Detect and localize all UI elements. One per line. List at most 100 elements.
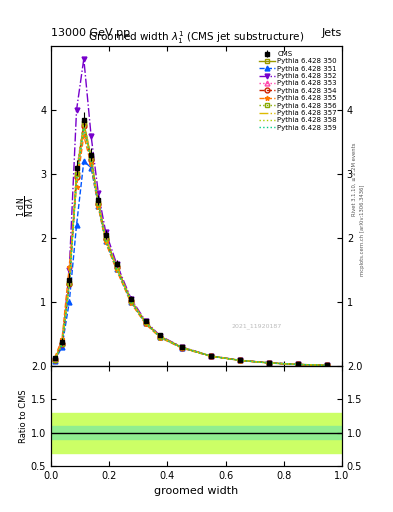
Pythia 6.428 359	[267, 360, 272, 366]
Pythia 6.428 357	[81, 123, 86, 129]
Pythia 6.428 358	[267, 360, 272, 366]
Pythia 6.428 350	[60, 340, 64, 347]
Pythia 6.428 356	[67, 280, 72, 286]
Pythia 6.428 350	[143, 319, 148, 326]
Pythia 6.428 354	[74, 174, 79, 180]
Pythia 6.428 351	[103, 238, 108, 244]
Pythia 6.428 356	[180, 345, 184, 351]
Pythia 6.428 352	[60, 342, 64, 348]
Text: 2021_11920187: 2021_11920187	[231, 324, 282, 329]
Pythia 6.428 351	[143, 320, 148, 326]
Pythia 6.428 354	[296, 361, 301, 368]
Pythia 6.428 353	[74, 168, 79, 174]
Pythia 6.428 359	[103, 238, 108, 244]
Pythia 6.428 354	[89, 157, 94, 163]
Pythia 6.428 359	[129, 299, 134, 305]
Pythia 6.428 354	[143, 319, 148, 326]
Pythia 6.428 358	[209, 353, 213, 359]
Pythia 6.428 359	[325, 362, 330, 369]
Pythia 6.428 351	[325, 362, 330, 369]
Pythia 6.428 353	[143, 319, 148, 325]
Pythia 6.428 356	[158, 333, 163, 339]
Pythia 6.428 356	[103, 235, 108, 241]
Pythia 6.428 355	[158, 335, 163, 341]
Pythia 6.428 355	[209, 353, 213, 359]
Pythia 6.428 354	[103, 236, 108, 242]
Pythia 6.428 351	[52, 358, 57, 364]
Pythia 6.428 353	[52, 356, 57, 362]
Pythia 6.428 351	[89, 164, 94, 170]
Pythia 6.428 357	[96, 201, 101, 207]
Text: Rivet 3.1.10, ≥ 2.2M events: Rivet 3.1.10, ≥ 2.2M events	[352, 142, 357, 216]
Pythia 6.428 354	[52, 356, 57, 362]
Pythia 6.428 351	[158, 334, 163, 340]
Pythia 6.428 353	[96, 199, 101, 205]
Pythia 6.428 352	[296, 361, 301, 368]
Pythia 6.428 351	[267, 360, 272, 366]
Pythia 6.428 351	[96, 203, 101, 209]
Pythia 6.428 358	[325, 362, 330, 369]
Pythia 6.428 353	[67, 279, 72, 285]
Pythia 6.428 358	[129, 297, 134, 304]
Pythia 6.428 357	[129, 298, 134, 305]
Pythia 6.428 356	[96, 200, 101, 206]
Pythia 6.428 354	[114, 264, 119, 270]
Pythia 6.428 354	[267, 360, 272, 366]
Pythia 6.428 354	[158, 334, 163, 340]
Pythia 6.428 352	[158, 333, 163, 339]
Pythia 6.428 350	[296, 361, 301, 368]
Text: 13000 GeV pp: 13000 GeV pp	[51, 28, 130, 38]
Pythia 6.428 359	[67, 283, 72, 289]
Pythia 6.428 353	[89, 154, 94, 160]
Pythia 6.428 354	[238, 357, 242, 364]
Pythia 6.428 356	[238, 357, 242, 364]
Pythia 6.428 358	[60, 340, 64, 347]
Pythia 6.428 350	[180, 345, 184, 351]
Pythia 6.428 359	[60, 342, 64, 348]
Pythia 6.428 350	[89, 155, 94, 161]
Pythia 6.428 355	[238, 357, 242, 364]
Pythia 6.428 357	[103, 236, 108, 242]
Pythia 6.428 355	[325, 362, 330, 369]
Pythia 6.428 353	[180, 344, 184, 350]
Pythia 6.428 354	[180, 345, 184, 351]
Pythia 6.428 359	[209, 353, 213, 359]
Pythia 6.428 356	[143, 319, 148, 326]
Pythia 6.428 356	[325, 362, 330, 369]
Line: Pythia 6.428 359: Pythia 6.428 359	[55, 128, 327, 366]
Pythia 6.428 352	[325, 362, 330, 369]
Pythia 6.428 356	[209, 353, 213, 359]
Pythia 6.428 357	[60, 341, 64, 347]
Pythia 6.428 357	[267, 360, 272, 366]
Pythia 6.428 350	[267, 360, 272, 366]
Pythia 6.428 352	[180, 344, 184, 350]
Pythia 6.428 355	[52, 355, 57, 361]
Pythia 6.428 358	[67, 279, 72, 285]
Pythia 6.428 358	[114, 263, 119, 269]
Pythia 6.428 353	[296, 361, 301, 368]
Pythia 6.428 355	[143, 321, 148, 327]
Pythia 6.428 358	[74, 170, 79, 177]
Pythia 6.428 357	[67, 281, 72, 287]
Pythia 6.428 358	[238, 357, 242, 364]
Pythia 6.428 354	[81, 123, 86, 129]
Pythia 6.428 350	[96, 200, 101, 206]
Pythia 6.428 351	[180, 345, 184, 351]
Pythia 6.428 352	[67, 267, 72, 273]
Pythia 6.428 350	[238, 357, 242, 364]
Pythia 6.428 359	[114, 266, 119, 272]
Pythia 6.428 354	[325, 362, 330, 369]
Pythia 6.428 359	[143, 320, 148, 326]
Pythia 6.428 353	[158, 333, 163, 339]
Pythia 6.428 352	[129, 296, 134, 302]
Pythia 6.428 357	[52, 356, 57, 362]
Line: Pythia 6.428 357: Pythia 6.428 357	[55, 126, 327, 366]
Pythia 6.428 352	[81, 56, 86, 62]
Legend: CMS, Pythia 6.428 350, Pythia 6.428 351, Pythia 6.428 352, Pythia 6.428 353, Pyt: CMS, Pythia 6.428 350, Pythia 6.428 351,…	[258, 50, 338, 132]
Pythia 6.428 356	[267, 360, 272, 366]
Pythia 6.428 350	[74, 171, 79, 177]
Line: Pythia 6.428 351: Pythia 6.428 351	[52, 159, 330, 368]
Pythia 6.428 352	[267, 360, 272, 366]
Pythia 6.428 354	[60, 341, 64, 347]
Pythia 6.428 355	[81, 133, 86, 139]
